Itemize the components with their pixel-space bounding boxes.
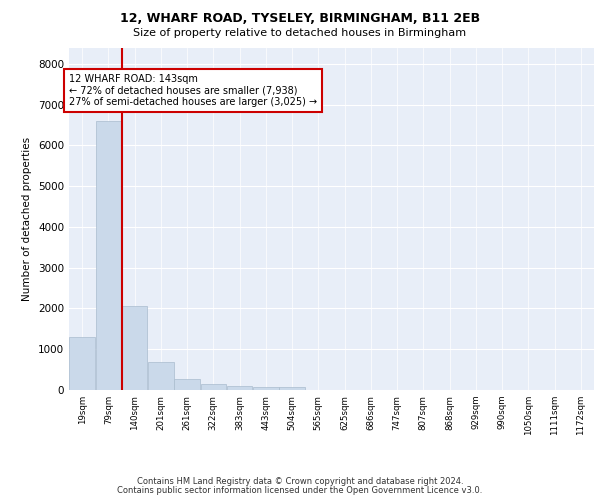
Bar: [280, 388, 305, 390]
Bar: [175, 378, 200, 390]
Text: Contains HM Land Registry data © Crown copyright and database right 2024.: Contains HM Land Registry data © Crown c…: [137, 477, 463, 486]
Bar: [122, 306, 148, 390]
Bar: [253, 388, 278, 390]
Y-axis label: Number of detached properties: Number of detached properties: [22, 136, 32, 301]
Text: Contains public sector information licensed under the Open Government Licence v3: Contains public sector information licen…: [118, 486, 482, 495]
Text: 12 WHARF ROAD: 143sqm
← 72% of detached houses are smaller (7,938)
27% of semi-d: 12 WHARF ROAD: 143sqm ← 72% of detached …: [69, 74, 317, 107]
Bar: [200, 384, 226, 390]
Text: 12, WHARF ROAD, TYSELEY, BIRMINGHAM, B11 2EB: 12, WHARF ROAD, TYSELEY, BIRMINGHAM, B11…: [120, 12, 480, 26]
Bar: [148, 362, 173, 390]
Text: Size of property relative to detached houses in Birmingham: Size of property relative to detached ho…: [133, 28, 467, 38]
Bar: [227, 386, 253, 390]
Bar: [70, 337, 95, 390]
Bar: [95, 121, 121, 390]
